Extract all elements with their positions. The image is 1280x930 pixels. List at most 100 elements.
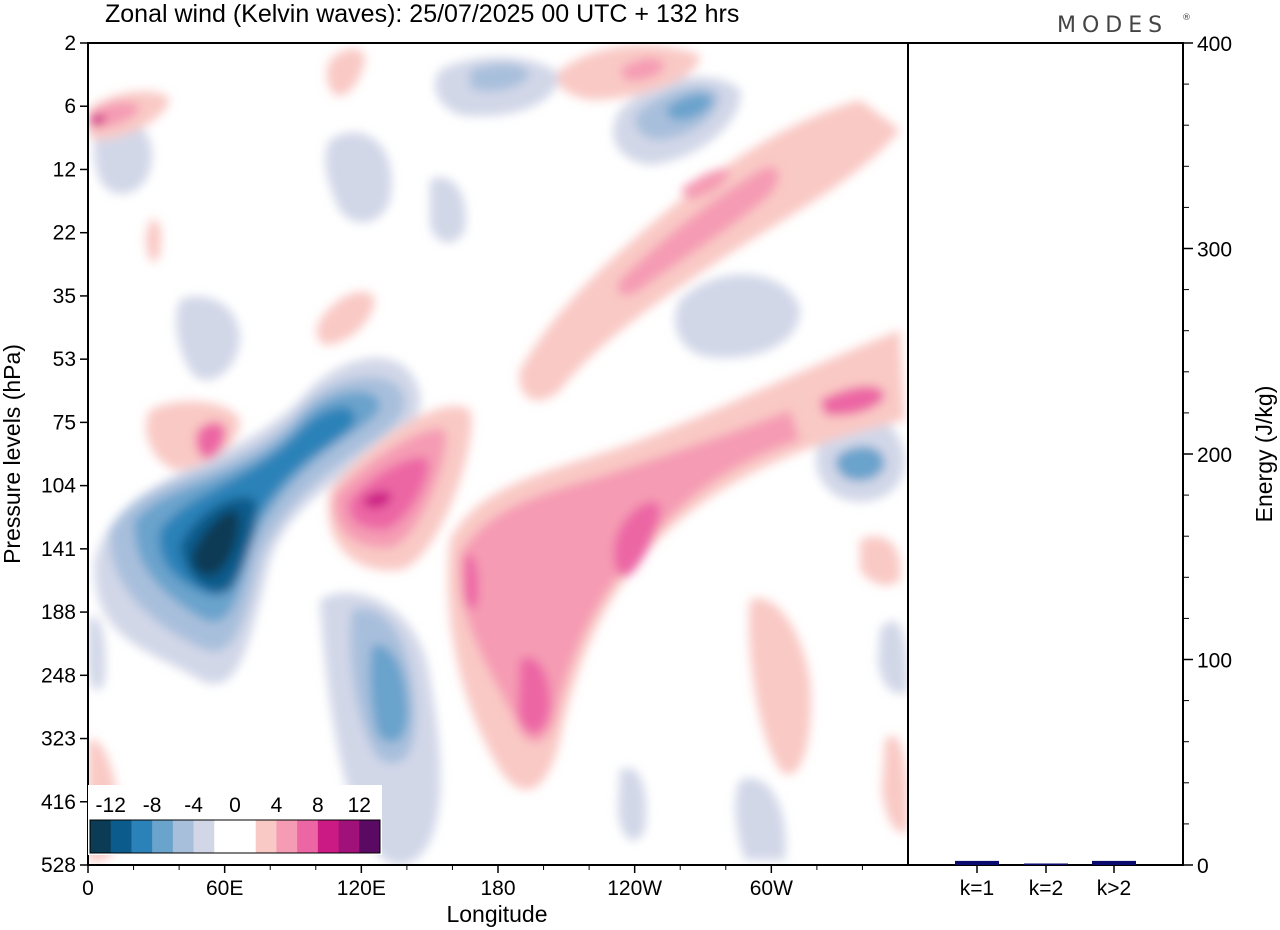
contour-region [620, 58, 665, 81]
contour-region [470, 63, 530, 92]
contour-region [316, 291, 375, 345]
contour-region [195, 421, 226, 459]
colorbar-swatch [255, 820, 277, 853]
contour-region [519, 100, 900, 401]
contour-region [191, 510, 240, 576]
y-axis: 2 6 12 22 35 53 75 104 141 188 248 323 416 528 [41, 32, 88, 877]
colorbar-swatch [338, 820, 360, 853]
contour-region [735, 778, 786, 860]
contour-region [835, 446, 885, 482]
colorbar-swatch [214, 820, 236, 853]
contour-region [370, 644, 408, 743]
energy-bar-1 [955, 860, 999, 865]
contour-region [326, 48, 365, 96]
contour-region [749, 598, 811, 775]
colorbar-swatch [276, 820, 298, 853]
chart-title: Zonal wind (Kelvin waves): 25/07/2025 00… [105, 0, 739, 28]
contour-region [362, 491, 392, 509]
colorbar-swatch [172, 820, 195, 853]
energy-bar-3 [1092, 860, 1136, 865]
y-tick-label: 248 [41, 664, 76, 687]
modes-logo: MODES [1057, 13, 1168, 38]
x-tick-label: 60E [206, 877, 243, 900]
colorbar-swatch [235, 820, 257, 853]
colorbar-swatch [317, 820, 340, 853]
y-tick-label: 6 [64, 95, 76, 118]
contour-region [878, 620, 908, 694]
logo-registered-icon: ® [1182, 13, 1191, 23]
colorbar-label: 8 [312, 794, 324, 817]
colorbar-swatch [131, 820, 153, 853]
colorbar-label: -12 [96, 794, 126, 817]
contour-region [618, 768, 647, 841]
y-axis-label: Pressure levels (hPa) [0, 344, 25, 564]
contour-region [820, 385, 885, 416]
colorbar-label: -4 [184, 794, 203, 817]
contour-region [860, 536, 901, 586]
colorbar-swatch [297, 820, 319, 853]
energy-tick-label: 100 [1197, 650, 1232, 673]
contour-region [430, 177, 466, 243]
colorbar-swatch [152, 820, 174, 853]
contour-region [176, 296, 240, 380]
contour-region [459, 410, 800, 743]
energy-categories: k=1 k=2 k>2 [960, 865, 1131, 900]
heatmap-field [88, 43, 908, 865]
contour-region [617, 166, 779, 296]
y-tick-label: 2 [64, 32, 76, 55]
colorbar-labels: -12 -8 -4 0 4 8 12 [96, 794, 371, 817]
contour-region [88, 616, 106, 691]
energy-axis-label: Energy (J/kg) [1251, 386, 1277, 523]
contour-region [882, 735, 908, 833]
contour-region [325, 132, 392, 223]
x-tick-label: 120W [607, 877, 662, 900]
y-tick-label: 35 [53, 285, 76, 308]
contour-region [666, 93, 712, 121]
colorbar-label: 0 [229, 794, 241, 817]
energy-bars [955, 860, 1136, 865]
contour-region [613, 501, 661, 578]
energy-tick-label: 200 [1197, 444, 1232, 467]
x-axis: 0 60E 120E 180 120W 60W [82, 865, 863, 900]
x-axis-label: Longitude [446, 901, 547, 927]
y-tick-label: 75 [53, 411, 76, 434]
colorbar-swatch [193, 820, 215, 853]
x-tick-label: 120E [337, 877, 386, 900]
energy-tick-label: 400 [1197, 33, 1232, 56]
contour-region [464, 554, 479, 610]
y-tick-label: 528 [41, 854, 76, 877]
y-tick-label: 416 [41, 791, 76, 814]
colorbar-swatch [359, 820, 381, 853]
colorbar-label: -8 [143, 794, 162, 817]
contour-region [675, 274, 800, 358]
energy-category-label: k=2 [1029, 877, 1063, 900]
y-tick-label: 323 [41, 728, 76, 751]
contour-region [90, 114, 106, 126]
colorbar-frame [89, 819, 381, 854]
contour-region [145, 219, 162, 262]
energy-tick-label: 300 [1197, 239, 1232, 262]
y-tick-label: 22 [53, 222, 76, 245]
contour-region [680, 168, 730, 200]
colorbar [88, 785, 382, 855]
energy-tick-label: 0 [1197, 855, 1209, 878]
x-tick-label: 60W [750, 877, 793, 900]
colorbar-swatch [90, 820, 112, 853]
energy-frame [907, 42, 1184, 866]
energy-axis: 0 100 200 300 400 [1183, 33, 1232, 878]
energy-category-label: k=1 [960, 877, 994, 900]
energy-category-label: k>2 [1097, 877, 1131, 900]
y-tick-label: 104 [41, 475, 76, 498]
y-tick-label: 141 [41, 538, 76, 561]
x-tick-label: 0 [82, 877, 94, 900]
y-tick-label: 53 [53, 348, 76, 371]
colorbar-label: 12 [348, 794, 371, 817]
contour-field [88, 45, 908, 865]
colorbar-label: 4 [271, 794, 283, 817]
contour-region [518, 657, 551, 734]
colorbar-swatch [110, 820, 132, 853]
y-tick-label: 12 [53, 158, 76, 181]
y-tick-label: 188 [41, 601, 76, 624]
energy-bar-2 [1024, 863, 1068, 865]
